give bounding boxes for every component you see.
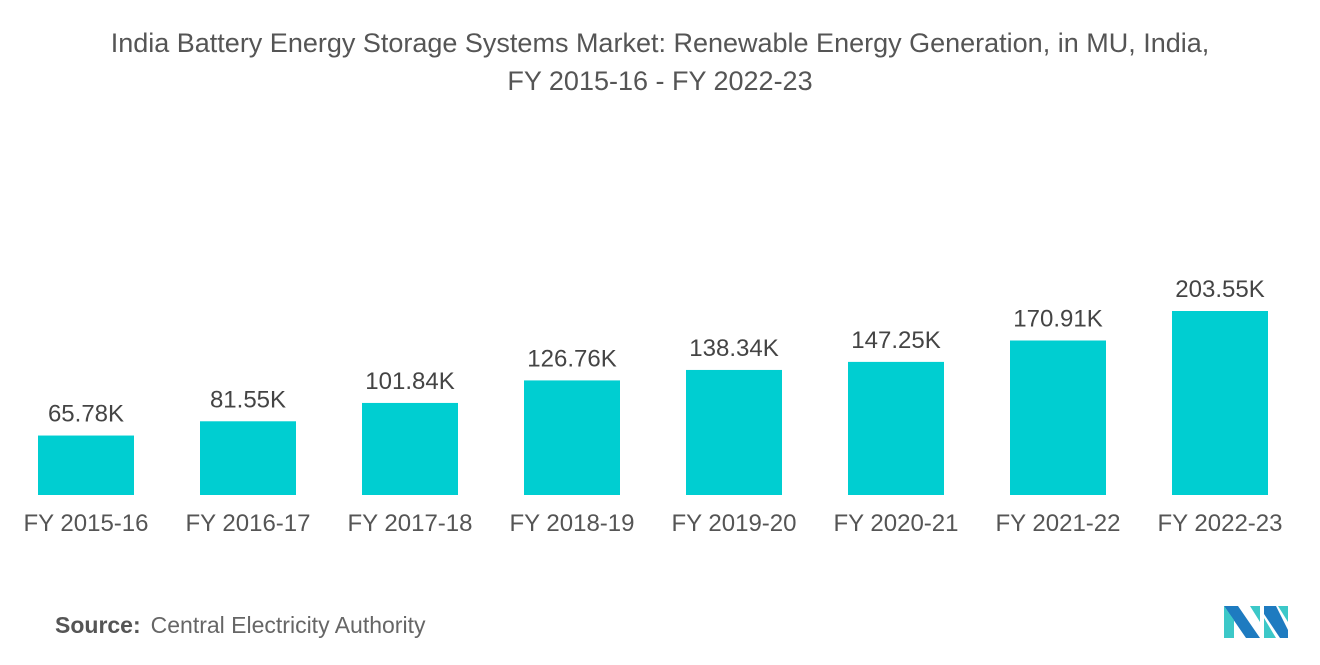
title-line: India Battery Energy Storage Systems Mar… xyxy=(110,28,1210,58)
data-label: 65.78K xyxy=(48,401,124,428)
bar-chart: 65.78K FY 2015-16 81.55K FY 2016-17 101.84K F… xyxy=(24,276,1283,537)
subtitle-line: FY 2015-16 - FY 2022-23 xyxy=(507,66,813,96)
x-tick-label: FY 2022-23 xyxy=(1158,510,1283,537)
source-note: Source: Central Electricity Authority xyxy=(55,612,425,639)
bar xyxy=(524,380,620,495)
x-tick-label: FY 2020-21 xyxy=(834,510,959,537)
x-tick-label: FY 2016-17 xyxy=(186,510,311,537)
bar xyxy=(38,435,134,495)
data-label: 203.55K xyxy=(1175,276,1264,303)
x-tick-label: FY 2019-20 xyxy=(672,510,797,537)
x-tick-label: FY 2018-19 xyxy=(510,510,635,537)
source-text: Central Electricity Authority xyxy=(150,612,426,638)
x-tick-label: FY 2015-16 xyxy=(24,510,149,537)
data-label: 138.34K xyxy=(689,335,778,362)
bar xyxy=(1172,311,1268,495)
data-label: 126.76K xyxy=(527,345,616,372)
bar xyxy=(1010,340,1106,495)
bar xyxy=(686,369,782,495)
bar xyxy=(200,421,296,495)
bar xyxy=(848,361,944,495)
data-label: 101.84K xyxy=(365,368,454,395)
bar xyxy=(362,402,458,495)
brand-logo xyxy=(1224,606,1288,638)
data-label: 81.55K xyxy=(210,386,286,413)
x-tick-label: FY 2021-22 xyxy=(996,510,1121,537)
chart-title: India Battery Energy Storage Systems Mar… xyxy=(0,24,1320,100)
data-label: 147.25K xyxy=(851,327,940,354)
source-label: Source: xyxy=(55,612,141,638)
x-tick-label: FY 2017-18 xyxy=(348,510,473,537)
data-label: 170.91K xyxy=(1013,306,1102,333)
